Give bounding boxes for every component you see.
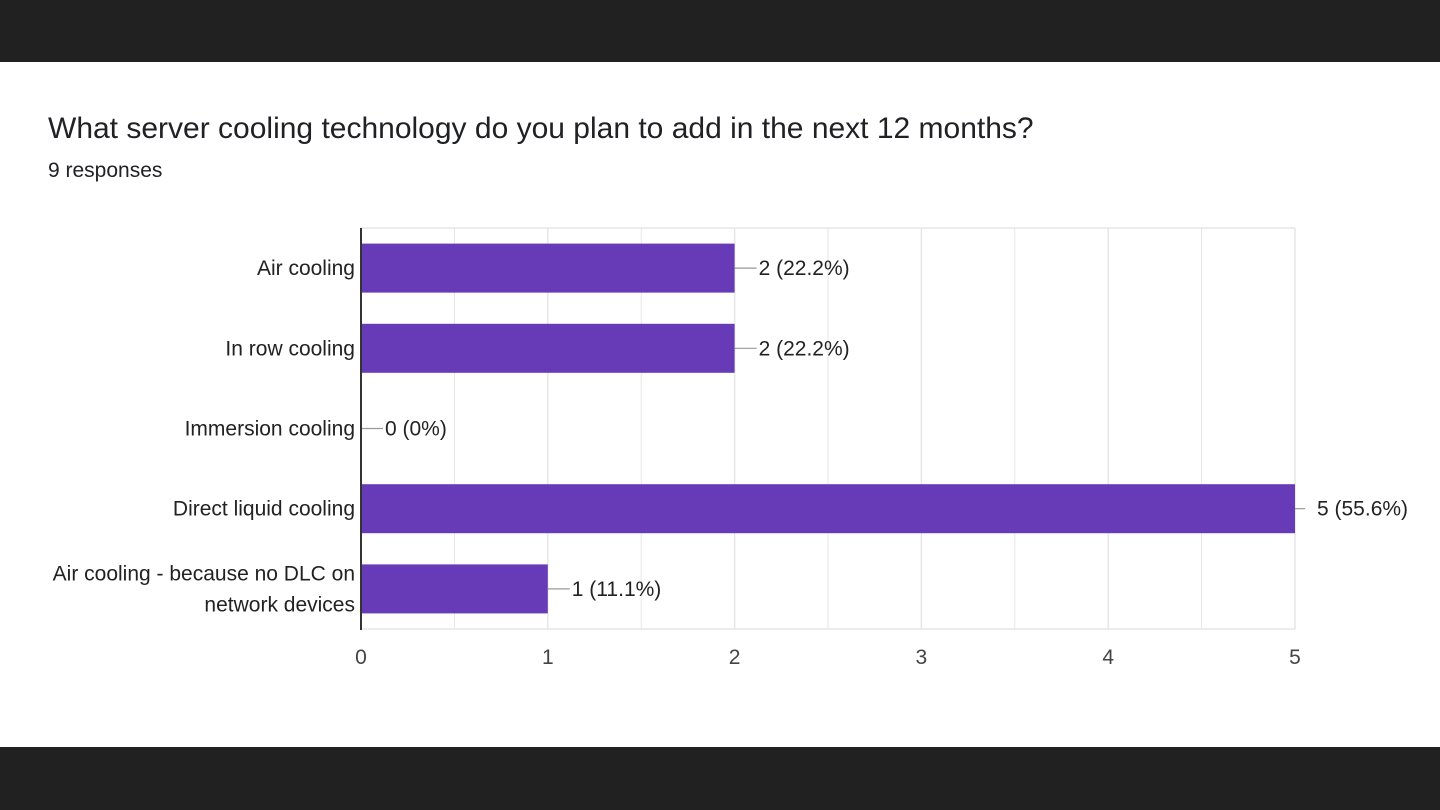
bar-chart: 0 1 2 3 4 5 Air cooling 2 (22.2%) In row cooling… — [53, 227, 1408, 669]
value-label: 1 (11.1%) — [572, 578, 662, 601]
x-tick-label: 4 — [1102, 646, 1114, 669]
value-label: 2 (22.2%) — [759, 337, 850, 360]
x-tick-label: 1 — [542, 646, 554, 669]
bar — [361, 484, 1295, 534]
bar — [361, 564, 548, 614]
x-tick-label: 2 — [729, 646, 741, 669]
category-label: Air cooling - because no DLC on — [53, 562, 355, 585]
category-label: Immersion cooling — [185, 418, 355, 441]
value-label: 5 (55.6%) — [1317, 498, 1408, 521]
x-tick-label: 5 — [1289, 646, 1301, 669]
category-label: Direct liquid cooling — [173, 498, 355, 521]
response-count: 9 responses — [48, 159, 163, 182]
value-label: 2 (22.2%) — [759, 257, 850, 280]
x-tick-label: 0 — [355, 646, 367, 669]
chart-card: What server cooling technology do you pl… — [0, 62, 1440, 747]
category-label: Air cooling — [257, 257, 355, 280]
category-label: network devices — [204, 593, 355, 616]
category-label: In row cooling — [225, 337, 355, 360]
value-label: 0 (0%) — [385, 418, 447, 441]
bar — [361, 323, 735, 373]
bar — [361, 243, 735, 293]
top-letterbox — [0, 0, 1440, 62]
x-tick-label: 3 — [916, 646, 928, 669]
question-title: What server cooling technology do you pl… — [48, 112, 1034, 145]
bottom-letterbox — [0, 747, 1440, 810]
